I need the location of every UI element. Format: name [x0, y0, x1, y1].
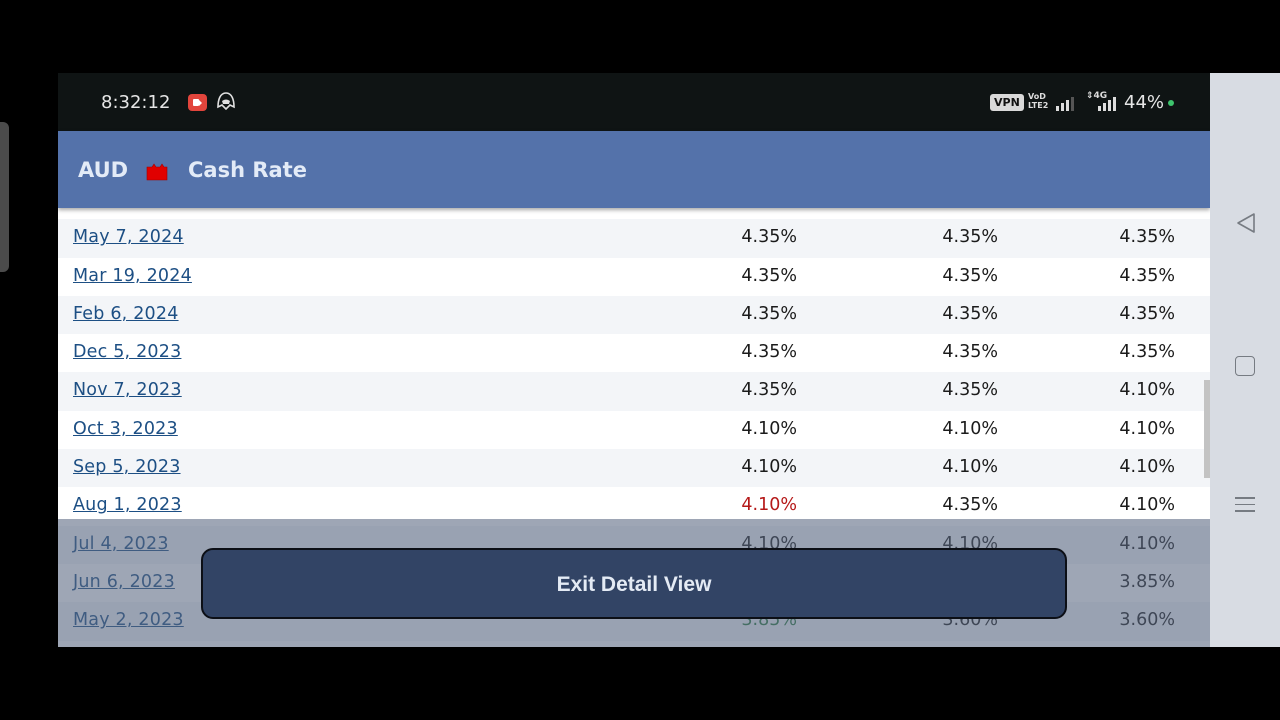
table-row: Sep 5, 2023 4.10% 4.10% 4.10% [58, 449, 1210, 488]
table-row: Nov 7, 2023 4.35% 4.35% 4.10% [58, 372, 1210, 411]
previous-value: 4.35% [1119, 265, 1175, 286]
privacy-indicator-dot [1168, 100, 1174, 106]
previous-value: 4.10% [1119, 418, 1175, 439]
currency-label: AUD [78, 158, 129, 182]
date-link[interactable]: Nov 7, 2023 [73, 380, 182, 401]
actual-value: 4.35% [741, 303, 797, 324]
actual-value: 4.10% [741, 495, 797, 516]
table-row: Feb 6, 2024 4.35% 4.35% 4.35% [58, 295, 1210, 335]
forecast-value: 4.35% [942, 342, 998, 363]
app-header: AUD Cash Rate [58, 131, 1210, 208]
table-row: Dec 5, 2023 4.35% 4.35% 4.35% [58, 334, 1210, 372]
table-row: Oct 3, 2023 4.10% 4.10% 4.10% [58, 411, 1210, 449]
network-4g-icon: ⇕4G [1086, 91, 1108, 101]
status-time: 8:32:12 [101, 92, 171, 113]
actual-value: 4.35% [741, 342, 797, 363]
android-nav-bar [1210, 73, 1280, 647]
home-square-icon[interactable] [1235, 356, 1255, 376]
page-title: Cash Rate [188, 158, 307, 182]
actual-value: 4.10% [741, 457, 797, 478]
previous-value: 4.10% [1119, 495, 1175, 516]
exit-detail-view-button[interactable]: Exit Detail View [201, 548, 1067, 619]
table-row: Aug 1, 2023 4.10% 4.35% 4.10% [58, 487, 1210, 525]
previous-value: 4.10% [1119, 380, 1175, 401]
actual-value: 4.35% [741, 380, 797, 401]
table-row: May 7, 2024 4.35% 4.35% 4.35% [58, 219, 1210, 258]
signal-sim1-icon [1056, 97, 1074, 111]
date-link[interactable]: Dec 5, 2023 [73, 342, 182, 363]
previous-value: 4.35% [1119, 342, 1175, 363]
forecast-value: 4.35% [942, 265, 998, 286]
forecast-value: 4.35% [942, 380, 998, 401]
central-bank-icon [146, 163, 168, 181]
actual-value: 4.10% [741, 418, 797, 439]
date-link[interactable]: Aug 1, 2023 [73, 495, 182, 516]
date-link[interactable]: May 7, 2024 [73, 227, 184, 248]
back-triangle-icon[interactable] [1235, 212, 1257, 234]
forecast-value: 4.10% [942, 457, 998, 478]
forecast-value: 4.35% [942, 303, 998, 324]
signal-sim2-icon [1098, 97, 1116, 111]
actual-value: 4.35% [741, 227, 797, 248]
screen-recorder-icon [188, 94, 207, 111]
previous-value: 4.10% [1119, 457, 1175, 478]
status-bar: 8:32:12 VPN VoD LTE2 ⇕4G 44% [58, 73, 1210, 131]
hooded-figure-icon [217, 92, 235, 110]
previous-value: 4.35% [1119, 227, 1175, 248]
forecast-value: 4.35% [942, 227, 998, 248]
forecast-value: 4.10% [942, 418, 998, 439]
date-link[interactable]: Feb 6, 2024 [73, 303, 179, 324]
date-link[interactable]: Sep 5, 2023 [73, 457, 181, 478]
phone-screen: 8:32:12 VPN VoD LTE2 ⇕4G 44% AUD Cash Ra… [58, 73, 1210, 647]
battery-percent: 44% [1124, 92, 1165, 113]
date-link[interactable]: Oct 3, 2023 [73, 418, 178, 439]
actual-value: 4.35% [741, 265, 797, 286]
table-row: Mar 19, 2024 4.35% 4.35% 4.35% [58, 258, 1210, 296]
date-link[interactable]: Mar 19, 2024 [73, 265, 192, 286]
previous-value: 4.35% [1119, 303, 1175, 324]
vertical-scrollbar[interactable] [1204, 380, 1210, 478]
recents-lines-icon[interactable] [1235, 497, 1255, 517]
vpn-icon: VPN [990, 94, 1024, 111]
edge-panel-handle[interactable] [0, 122, 9, 272]
volte-icon: VoD LTE2 [1028, 92, 1049, 110]
forecast-value: 4.35% [942, 495, 998, 516]
